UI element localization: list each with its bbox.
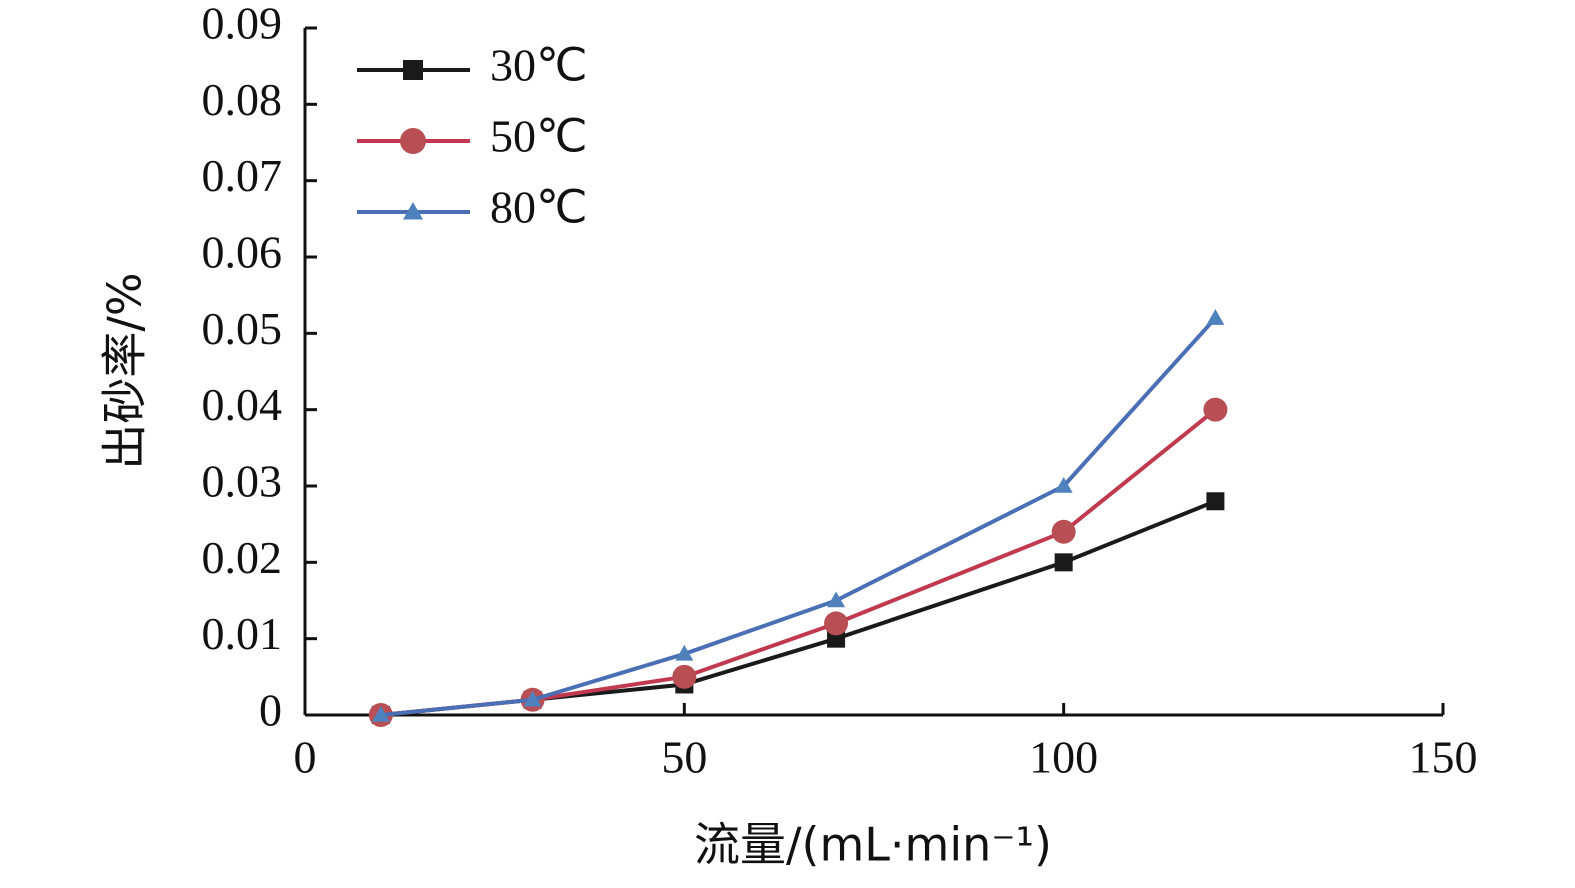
data-point xyxy=(1206,309,1225,325)
y-axis-title: 出砂率/% xyxy=(98,272,152,469)
y-tick-label: 0.07 xyxy=(202,150,283,201)
data-point xyxy=(1206,492,1225,511)
legend-label: 30℃ xyxy=(490,40,588,91)
legend: 30℃ 50℃ 80℃ xyxy=(357,40,588,233)
x-tick-label: 0 xyxy=(294,732,317,783)
y-tick-label: 0.08 xyxy=(202,74,283,125)
ticks: 0 50 100 150 0 0.01 0.02 0.03 0.04 0.05 0.06 0.07 0.… xyxy=(202,0,1478,783)
data-point xyxy=(1054,553,1073,572)
y-tick-label: 0 xyxy=(259,685,282,736)
x-tick-label: 150 xyxy=(1409,732,1478,783)
legend-item: 50℃ xyxy=(357,111,588,162)
series-line xyxy=(380,316,1217,717)
y-tick-label: 0.01 xyxy=(202,608,283,659)
x-axis-title: 流量/(mL·min⁻¹) xyxy=(694,818,1052,872)
data-point xyxy=(1051,519,1076,544)
y-tick-label: 0.03 xyxy=(202,456,283,507)
y-tick-label: 0.04 xyxy=(202,379,283,430)
x-tick-label: 100 xyxy=(1029,732,1098,783)
data-point xyxy=(824,611,849,636)
data-point xyxy=(523,690,542,707)
data-point xyxy=(672,664,697,689)
data-point xyxy=(371,706,390,722)
legend-marker xyxy=(403,60,423,80)
axes xyxy=(303,28,1443,717)
data-point xyxy=(675,644,694,661)
y-tick-label: 0.02 xyxy=(202,532,283,583)
y-tick-label: 0.06 xyxy=(202,227,283,278)
series-layer xyxy=(368,309,1228,727)
data-point xyxy=(1203,397,1228,422)
y-tick-label: 0.05 xyxy=(202,303,283,354)
data-point xyxy=(827,591,846,608)
y-tick-label: 0.09 xyxy=(202,0,283,49)
legend-label: 80℃ xyxy=(490,182,588,233)
series-line xyxy=(380,499,1217,717)
series-1 xyxy=(371,492,1225,724)
legend-item: 30℃ xyxy=(357,40,588,91)
series-3 xyxy=(371,309,1225,722)
legend-item: 80℃ xyxy=(357,182,588,233)
data-point xyxy=(1054,477,1073,493)
legend-marker xyxy=(403,202,423,220)
legend-marker xyxy=(400,128,426,154)
legend-label: 50℃ xyxy=(490,111,588,162)
x-tick-label: 50 xyxy=(661,732,707,783)
